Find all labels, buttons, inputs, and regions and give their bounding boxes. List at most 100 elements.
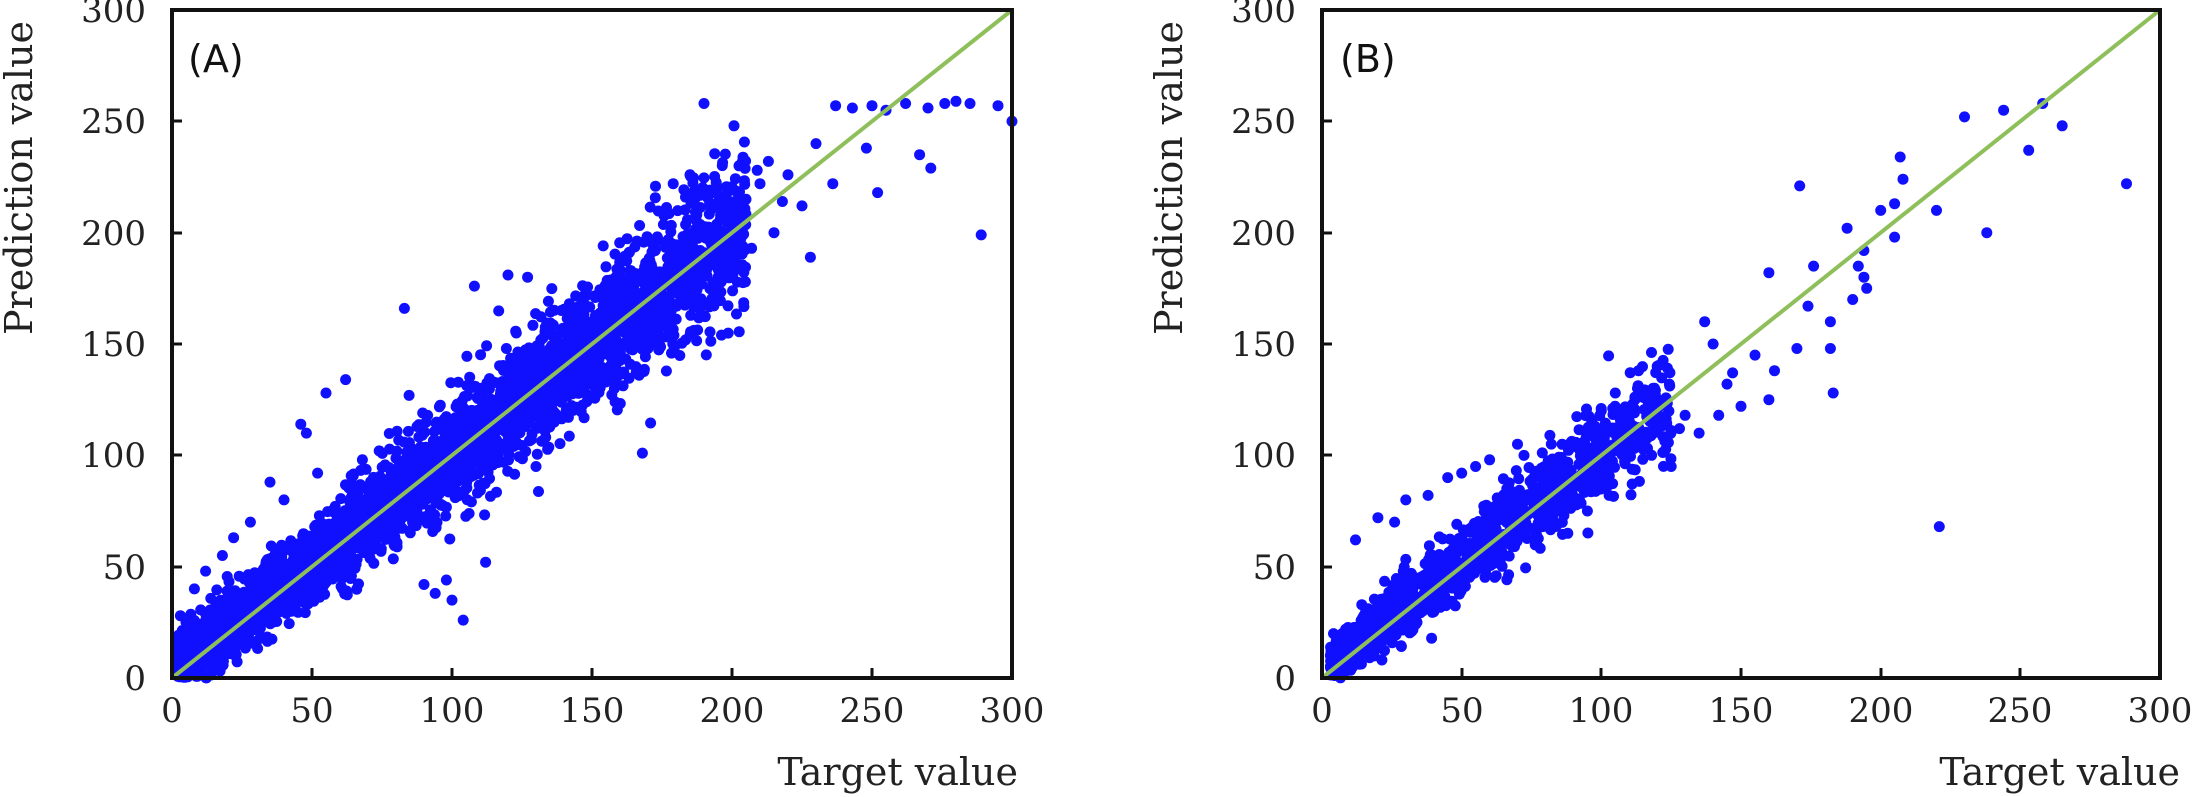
scatter-point-a: [532, 350, 544, 362]
scatter-point-a: [738, 297, 750, 309]
scatter-point-a: [289, 585, 300, 597]
scatter-point-a: [578, 379, 590, 391]
scatter-point-a: [617, 380, 629, 392]
scatter-point-a: [264, 476, 276, 488]
scatter-point-a: [738, 175, 750, 187]
scatter-point-a: [614, 237, 626, 249]
scatter-point-a: [682, 249, 694, 261]
scatter-point-a: [223, 619, 235, 631]
scatter-point-a: [389, 531, 401, 543]
scatter-point-a: [527, 394, 539, 406]
scatter-point-a: [309, 521, 321, 533]
scatter-point-a: [514, 451, 526, 463]
scatter-point-b: [1479, 571, 1491, 583]
scatter-point-b: [1619, 458, 1631, 470]
scatter-point-a: [202, 618, 214, 630]
scatter-point-a: [222, 606, 234, 618]
scatter-point-a: [452, 376, 464, 388]
scatter-point-a: [343, 551, 355, 563]
scatter-point-b: [1608, 490, 1619, 502]
scatter-point-b: [1424, 549, 1436, 561]
scatter-point-a: [310, 592, 322, 604]
scatter-point-a: [674, 350, 686, 361]
scatter-point-a: [669, 257, 681, 269]
x-tick-label-a: 100: [420, 691, 485, 731]
scatter-point-a: [700, 349, 712, 361]
scatter-point-a: [233, 593, 245, 604]
scatter-point-a: [727, 268, 739, 280]
scatter-point-a: [545, 306, 556, 318]
scatter-point-a: [694, 303, 706, 315]
scatter-point-a: [900, 98, 912, 109]
scatter-point-a: [230, 649, 242, 660]
scatter-point-a: [477, 477, 489, 489]
scatter-point-a: [173, 644, 185, 656]
scatter-point-a: [633, 369, 645, 381]
scatter-point-a: [221, 646, 233, 657]
scatter-point-a: [704, 198, 716, 210]
scatter-point-a: [687, 294, 699, 305]
scatter-point-a: [628, 316, 640, 328]
scatter-point-a: [512, 346, 524, 358]
scatter-point-b: [1590, 485, 1601, 497]
scatter-point-a: [435, 486, 447, 498]
scatter-point-a: [529, 362, 541, 374]
scatter-point-a: [440, 510, 452, 522]
scatter-point-a: [860, 142, 872, 154]
scatter-point-a: [642, 315, 654, 327]
scatter-point-a: [370, 533, 382, 545]
scatter-point-a: [383, 428, 395, 439]
scatter-point-a: [727, 285, 739, 297]
scatter-point-a: [738, 136, 750, 148]
scatter-point-a: [200, 565, 212, 577]
panel-label-a: (A): [188, 37, 244, 81]
scatter-point-a: [619, 250, 631, 262]
scatter-point-a: [184, 626, 196, 638]
x-tick-label-a: 250: [840, 691, 905, 731]
scatter-point-a: [283, 618, 295, 630]
scatter-point-a: [804, 251, 816, 263]
scatter-point-a: [242, 603, 254, 615]
scatter-point-b: [1546, 480, 1558, 492]
x-tick-label-a: 50: [290, 691, 333, 731]
scatter-point-b: [1423, 540, 1435, 552]
scatter-point-a: [684, 169, 696, 181]
scatter-point-a: [303, 532, 315, 544]
scatter-point-a: [230, 640, 242, 652]
scatter-point-a: [430, 417, 442, 429]
scatter-point-a: [360, 527, 372, 538]
scatter-point-a: [440, 574, 452, 586]
scatter-point-a: [687, 187, 699, 199]
scatter-point-a: [205, 592, 217, 604]
scatter-point-a: [348, 479, 360, 491]
scatter-point-a: [630, 361, 642, 373]
scatter-point-a: [552, 347, 564, 359]
scatter-point-a: [452, 475, 464, 487]
scatter-point-a: [409, 510, 421, 522]
scatter-point-a: [320, 387, 332, 399]
scatter-point-a: [510, 419, 522, 431]
scatter-point-a: [379, 459, 391, 471]
scatter-point-a: [444, 533, 456, 545]
scatter-point-a: [728, 120, 740, 132]
scatter-point-a: [379, 532, 391, 544]
scatter-point-a: [592, 353, 604, 365]
scatter-point-a: [740, 193, 752, 205]
scatter-point-a: [644, 255, 656, 267]
scatter-point-a: [312, 467, 324, 479]
scatter-point-a: [693, 312, 705, 324]
scatter-point-a: [265, 540, 277, 552]
scatter-point-b: [1510, 465, 1522, 477]
reference-line-a: [170, 8, 1014, 680]
scatter-point-a: [738, 266, 750, 278]
scatter-point-b: [1545, 438, 1557, 450]
scatter-point-a: [768, 227, 780, 239]
scatter-point-a: [481, 449, 493, 461]
scatter-point-a: [546, 283, 558, 295]
scatter-point-a: [653, 344, 665, 356]
scatter-point-b: [1501, 574, 1513, 586]
scatter-point-a: [244, 516, 256, 528]
scatter-point-a: [223, 576, 235, 588]
scatter-point-a: [345, 573, 356, 584]
scatter-point-a: [592, 345, 604, 357]
